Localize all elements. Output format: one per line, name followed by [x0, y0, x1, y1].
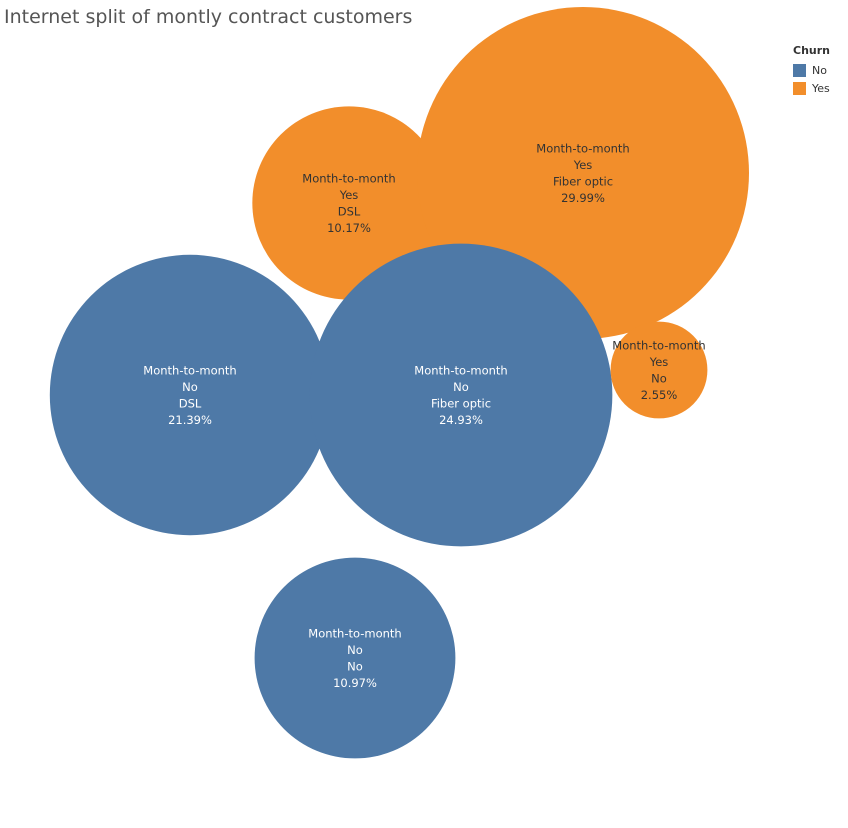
legend-title: Churn	[793, 44, 830, 57]
bubble-label-percent: 29.99%	[561, 191, 605, 205]
bubble-label-internet: DSL	[179, 396, 202, 410]
bubble-label-percent: 10.17%	[327, 221, 371, 235]
legend-swatch-yes	[793, 81, 806, 95]
legend-swatch-no	[793, 63, 806, 77]
bubble-label-percent: 10.97%	[333, 676, 377, 690]
bubble-label-internet: No	[651, 371, 667, 385]
bubble-label-churn: No	[182, 380, 198, 394]
chart-title: Internet split of montly contract custom…	[4, 6, 413, 28]
bubble-no-dsl[interactable]: Month-to-month No DSL 21.39%	[49, 254, 331, 536]
bubble-label-percent: 2.55%	[641, 388, 678, 402]
bubble-circle-yes-no[interactable]	[610, 321, 708, 419]
bubble-no-no[interactable]: Month-to-month No No 10.97%	[254, 557, 456, 759]
bubble-label-contract: Month-to-month	[143, 363, 236, 377]
bubble-yes-dsl[interactable]: Month-to-month Yes DSL 10.17%	[252, 106, 446, 300]
legend-item-yes[interactable]: Yes	[793, 79, 830, 97]
bubble-label-percent: 24.93%	[439, 413, 483, 427]
bubble-label-internet: DSL	[338, 204, 361, 218]
bubble-label-churn: No	[453, 380, 469, 394]
legend-label-no: No	[812, 63, 827, 77]
bubble-label-churn: Yes	[649, 355, 669, 369]
bubble-label-churn: Yes	[573, 158, 593, 172]
bubble-label-churn: Yes	[339, 188, 359, 202]
bubble-label-percent: 21.39%	[168, 413, 212, 427]
legend-item-no[interactable]: No	[793, 61, 830, 79]
bubble-label-contract: Month-to-month	[612, 338, 705, 352]
bubble-label-contract: Month-to-month	[414, 363, 507, 377]
bubble-label-contract: Month-to-month	[302, 171, 395, 185]
bubble-label-internet: Fiber optic	[553, 174, 613, 188]
bubble-label-internet: No	[347, 659, 363, 673]
bubble-no-fiber-optic[interactable]: Month-to-month No Fiber optic 24.93%	[309, 243, 613, 547]
legend: Churn No Yes	[793, 44, 830, 97]
bubble-label-churn: No	[347, 643, 363, 657]
bubble-circle-no-fiber-optic[interactable]	[309, 243, 613, 547]
bubble-circle-yes-dsl[interactable]	[252, 106, 446, 300]
bubble-yes-no[interactable]: Month-to-month Yes No 2.55%	[610, 321, 708, 419]
legend-label-yes: Yes	[812, 81, 830, 95]
bubble-circle-no-dsl[interactable]	[49, 254, 331, 536]
bubble-label-internet: Fiber optic	[431, 396, 491, 410]
bubble-circle-no-no[interactable]	[254, 557, 456, 759]
bubble-label-contract: Month-to-month	[308, 626, 401, 640]
bubble-label-contract: Month-to-month	[536, 141, 629, 155]
